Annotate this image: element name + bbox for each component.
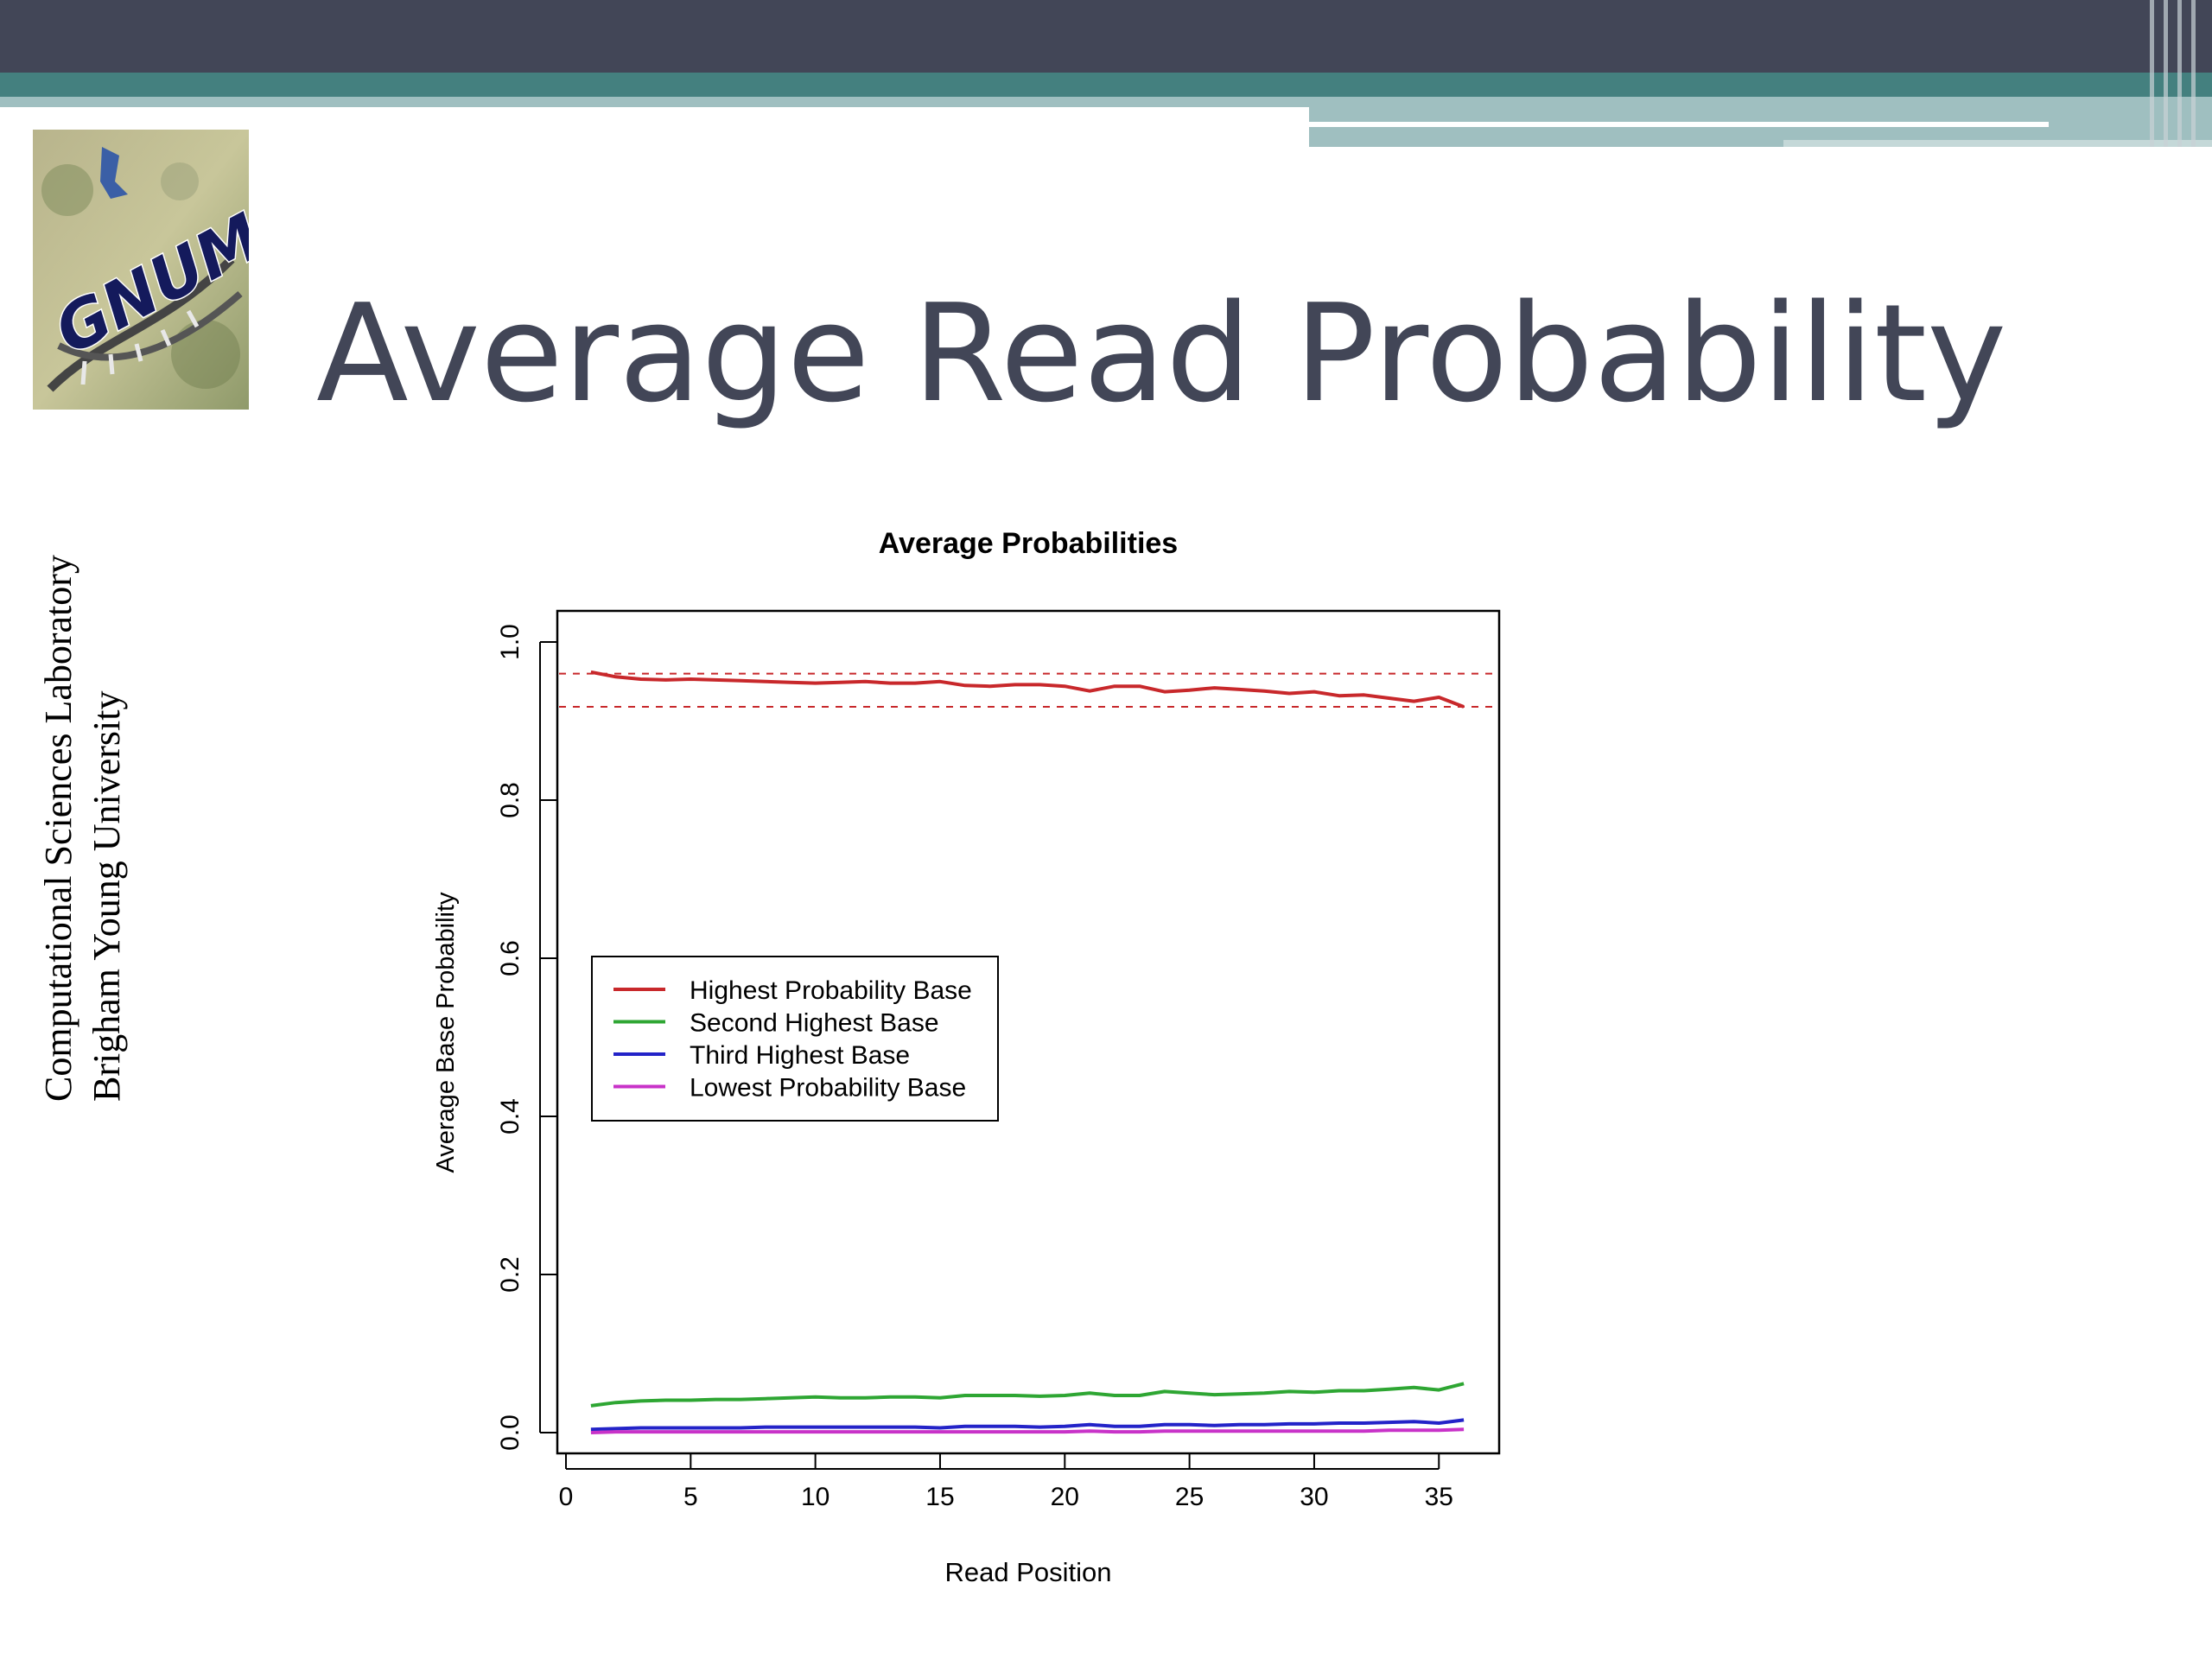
y-tick-label: 0.0 bbox=[496, 1414, 524, 1451]
y-axis-label: Average Base Probability bbox=[432, 892, 460, 1173]
legend-label-3: Third Highest Base bbox=[690, 1041, 910, 1070]
legend-box bbox=[591, 956, 999, 1122]
header-edge-line bbox=[2191, 0, 2196, 147]
legend-label-2: Second Highest Base bbox=[690, 1009, 939, 1038]
header-stripe bbox=[1309, 122, 2049, 127]
series-line-2 bbox=[590, 1382, 1465, 1408]
header-light-band bbox=[0, 97, 1309, 107]
x-tick-label: 0 bbox=[559, 1483, 574, 1511]
side-affiliation: Computational Sciences Laboratory Brigha… bbox=[35, 445, 131, 1102]
header-stripe-2 bbox=[1783, 140, 2212, 147]
y-tick-label: 0.8 bbox=[496, 782, 524, 818]
x-axis-label: Read Position bbox=[944, 1557, 1111, 1587]
y-tick-label: 0.6 bbox=[496, 940, 524, 976]
x-tick-label: 20 bbox=[1051, 1483, 1079, 1511]
x-tick-label: 15 bbox=[925, 1483, 954, 1511]
side-line-university: Brigham Young University bbox=[86, 690, 128, 1102]
legend-label-4: Lowest Probability Base bbox=[690, 1074, 966, 1103]
header-dark-bar bbox=[0, 0, 2212, 73]
series-line-4 bbox=[590, 1427, 1465, 1434]
series-line-3 bbox=[590, 1418, 1465, 1432]
y-tick-label: 0.4 bbox=[496, 1098, 524, 1135]
series-line-1 bbox=[590, 670, 1465, 709]
header-edge-line bbox=[2150, 0, 2154, 147]
y-tick-label: 1.0 bbox=[496, 624, 524, 660]
header-edge-line bbox=[2177, 0, 2182, 147]
plot-frame bbox=[556, 609, 1501, 1455]
gnumap-logo: GNUMap bbox=[33, 130, 249, 410]
x-tick-label: 5 bbox=[683, 1483, 698, 1511]
slide-title: Average Read Probability bbox=[316, 275, 2007, 432]
x-tick-label: 10 bbox=[801, 1483, 830, 1511]
side-line-lab: Computational Sciences Laboratory bbox=[37, 555, 79, 1102]
legend: Highest Probability Base Second Highest B… bbox=[591, 956, 999, 1122]
x-tick-label: 25 bbox=[1175, 1483, 1204, 1511]
header-teal-band bbox=[0, 73, 2212, 97]
x-tick-label: 35 bbox=[1425, 1483, 1453, 1511]
y-tick-label: 0.2 bbox=[496, 1256, 524, 1293]
legend-label-1: Highest Probability Base bbox=[690, 976, 972, 1005]
x-tick-label: 30 bbox=[1300, 1483, 1328, 1511]
header-edge-line bbox=[2164, 0, 2168, 147]
chart-title: Average Probabilities bbox=[879, 527, 1178, 560]
line-chart: Average Probabilities Read Position Aver… bbox=[432, 527, 1501, 1587]
